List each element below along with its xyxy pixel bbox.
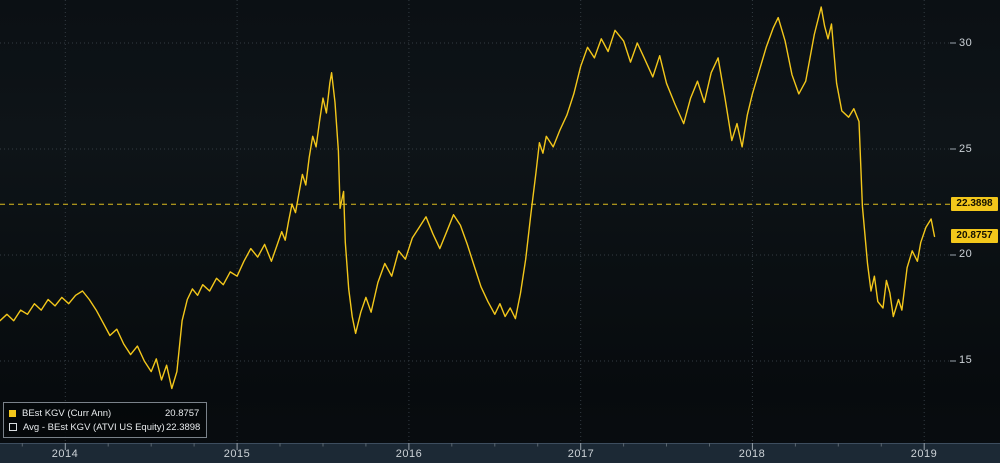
x-axis-year-label: 2016	[395, 448, 423, 460]
legend-series-label: BEst KGV (Curr Ann)	[22, 407, 112, 419]
x-axis-band	[0, 443, 1000, 463]
avg-value-box: 22.3898	[951, 197, 998, 212]
y-axis-tick-label: 15	[959, 354, 973, 367]
x-axis-year-label: 2018	[738, 448, 766, 460]
chart-legend[interactable]: BEst KGV (Curr Ann) 20.8757 Avg - BEst K…	[3, 402, 208, 438]
x-axis-year-label: 2015	[223, 448, 251, 460]
legend-average-value: 22.3898	[166, 421, 201, 433]
series-swatch-icon	[9, 409, 16, 417]
x-axis-year-label: 2017	[567, 448, 595, 460]
gridlines	[0, 0, 956, 443]
legend-average-label: Avg - BEst KGV (ATVI US Equity)	[23, 421, 165, 433]
average-swatch-icon	[9, 423, 17, 431]
price-line	[0, 6, 936, 390]
y-axis-tick-label: 25	[959, 142, 973, 155]
legend-row-average: Avg - BEst KGV (ATVI US Equity) 22.3898	[9, 420, 200, 434]
y-axis-tick-label: 20	[959, 248, 973, 261]
x-axis-year-label: 2014	[51, 448, 79, 460]
x-axis-year-label: 2019	[910, 448, 938, 460]
y-axis-tick-label: 30	[959, 36, 973, 49]
last-value-box: 20.8757	[951, 229, 998, 244]
legend-row-series: BEst KGV (Curr Ann) 20.8757	[9, 406, 200, 420]
legend-series-value: 20.8757	[165, 407, 200, 419]
